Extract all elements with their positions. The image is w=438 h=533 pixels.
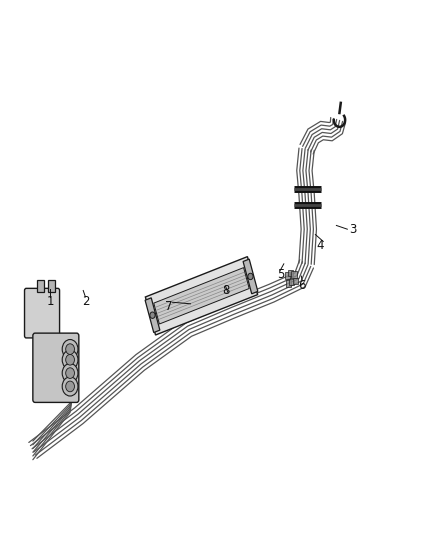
Circle shape (66, 344, 74, 354)
FancyBboxPatch shape (286, 280, 291, 287)
Polygon shape (145, 256, 258, 335)
FancyBboxPatch shape (48, 280, 55, 292)
Text: 5: 5 (277, 268, 284, 281)
Circle shape (248, 273, 253, 280)
Circle shape (66, 354, 74, 365)
Circle shape (62, 340, 78, 359)
Polygon shape (145, 298, 160, 333)
Text: 1: 1 (46, 295, 54, 308)
FancyBboxPatch shape (285, 272, 290, 279)
Text: 2: 2 (81, 295, 89, 308)
FancyBboxPatch shape (291, 271, 297, 278)
Text: 3: 3 (349, 223, 356, 236)
FancyBboxPatch shape (289, 279, 294, 285)
Text: 7: 7 (165, 300, 173, 313)
Polygon shape (243, 259, 258, 294)
Circle shape (66, 381, 74, 392)
Circle shape (62, 364, 78, 383)
Text: 4: 4 (316, 239, 324, 252)
Polygon shape (154, 268, 249, 324)
FancyBboxPatch shape (288, 270, 293, 276)
Circle shape (66, 368, 74, 378)
Circle shape (62, 350, 78, 369)
Text: 6: 6 (298, 279, 306, 292)
Circle shape (150, 312, 155, 318)
FancyBboxPatch shape (25, 288, 60, 338)
Text: 8: 8 (222, 284, 229, 297)
FancyBboxPatch shape (33, 333, 79, 402)
FancyBboxPatch shape (293, 278, 298, 284)
Circle shape (62, 377, 78, 396)
FancyBboxPatch shape (37, 280, 44, 292)
